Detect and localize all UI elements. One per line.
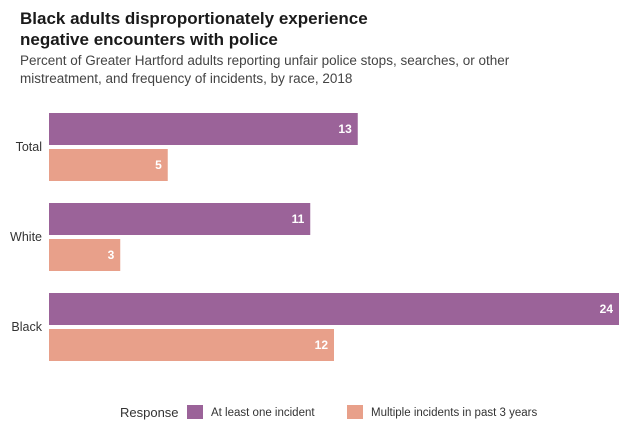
legend-title: Response (120, 405, 179, 420)
legend-swatch-at-least-one (187, 405, 203, 419)
chart-subtitle: Percent of Greater Hartford adults repor… (20, 52, 610, 88)
data-label-black-at-least-one-incident: 24 (600, 302, 614, 316)
data-label-white-multiple-incidents-in-past-3-years: 3 (108, 248, 115, 262)
bar-white-multiple-incidents-in-past-3-years (49, 239, 121, 271)
bar-white-at-least-one-incident (49, 203, 311, 235)
chart-title: Black adults disproportionately experien… (20, 8, 610, 50)
data-label-total-multiple-incidents-in-past-3-years: 5 (155, 158, 162, 172)
category-label-white: White (10, 230, 42, 244)
chart-subtitle-line-1: Percent of Greater Hartford adults repor… (20, 53, 510, 68)
chart-title-line-1: Black adults disproportionately experien… (20, 9, 368, 28)
legend: Response At least one incident Multiple … (0, 400, 619, 424)
category-label-total: Total (16, 140, 42, 154)
data-label-white-at-least-one-incident: 11 (292, 212, 305, 226)
legend-label-at-least-one: At least one incident (211, 407, 315, 419)
data-label-black-multiple-incidents-in-past-3-years: 12 (315, 338, 329, 352)
category-label-black: Black (11, 320, 42, 334)
bar-black-at-least-one-incident (49, 293, 619, 325)
data-label-total-at-least-one-incident: 13 (338, 122, 352, 136)
bar-chart: Total 13 5 White 11 3 Black 24 12 (10, 113, 619, 361)
bar-black-multiple-incidents-in-past-3-years (49, 329, 334, 361)
legend-label-multiple: Multiple incidents in past 3 years (371, 407, 538, 419)
bar-total-at-least-one-incident (49, 113, 358, 145)
legend-swatch-multiple (347, 405, 363, 419)
chart-subtitle-line-2: mistreatment, and frequency of incidents… (20, 71, 353, 86)
chart-title-line-2: negative encounters with police (20, 30, 278, 49)
bar-total-multiple-incidents-in-past-3-years (49, 149, 168, 181)
